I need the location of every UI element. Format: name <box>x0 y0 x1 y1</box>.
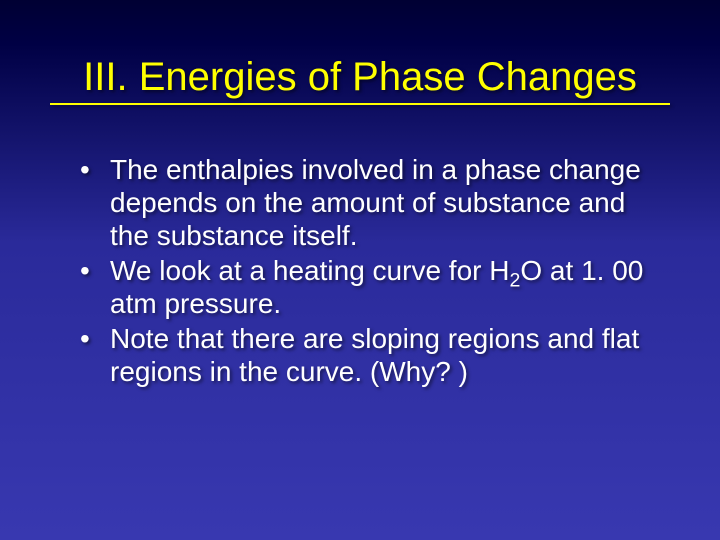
bullet-item: The enthalpies involved in a phase chang… <box>78 153 660 252</box>
bullet-text-pre: We look at a heating curve for H <box>110 255 509 286</box>
content-area: The enthalpies involved in a phase chang… <box>0 105 720 388</box>
title-container: III. Energies of Phase Changes <box>0 0 720 100</box>
bullet-text: Note that there are sloping regions and … <box>110 323 639 387</box>
slide: III. Energies of Phase Changes The entha… <box>0 0 720 540</box>
bullet-text: The enthalpies involved in a phase chang… <box>110 154 641 251</box>
subscript: 2 <box>509 270 520 292</box>
bullet-item: Note that there are sloping regions and … <box>78 322 660 388</box>
bullet-list: The enthalpies involved in a phase chang… <box>78 153 660 388</box>
bullet-item: We look at a heating curve for H2O at 1.… <box>78 254 660 320</box>
slide-title: III. Energies of Phase Changes <box>50 55 670 100</box>
